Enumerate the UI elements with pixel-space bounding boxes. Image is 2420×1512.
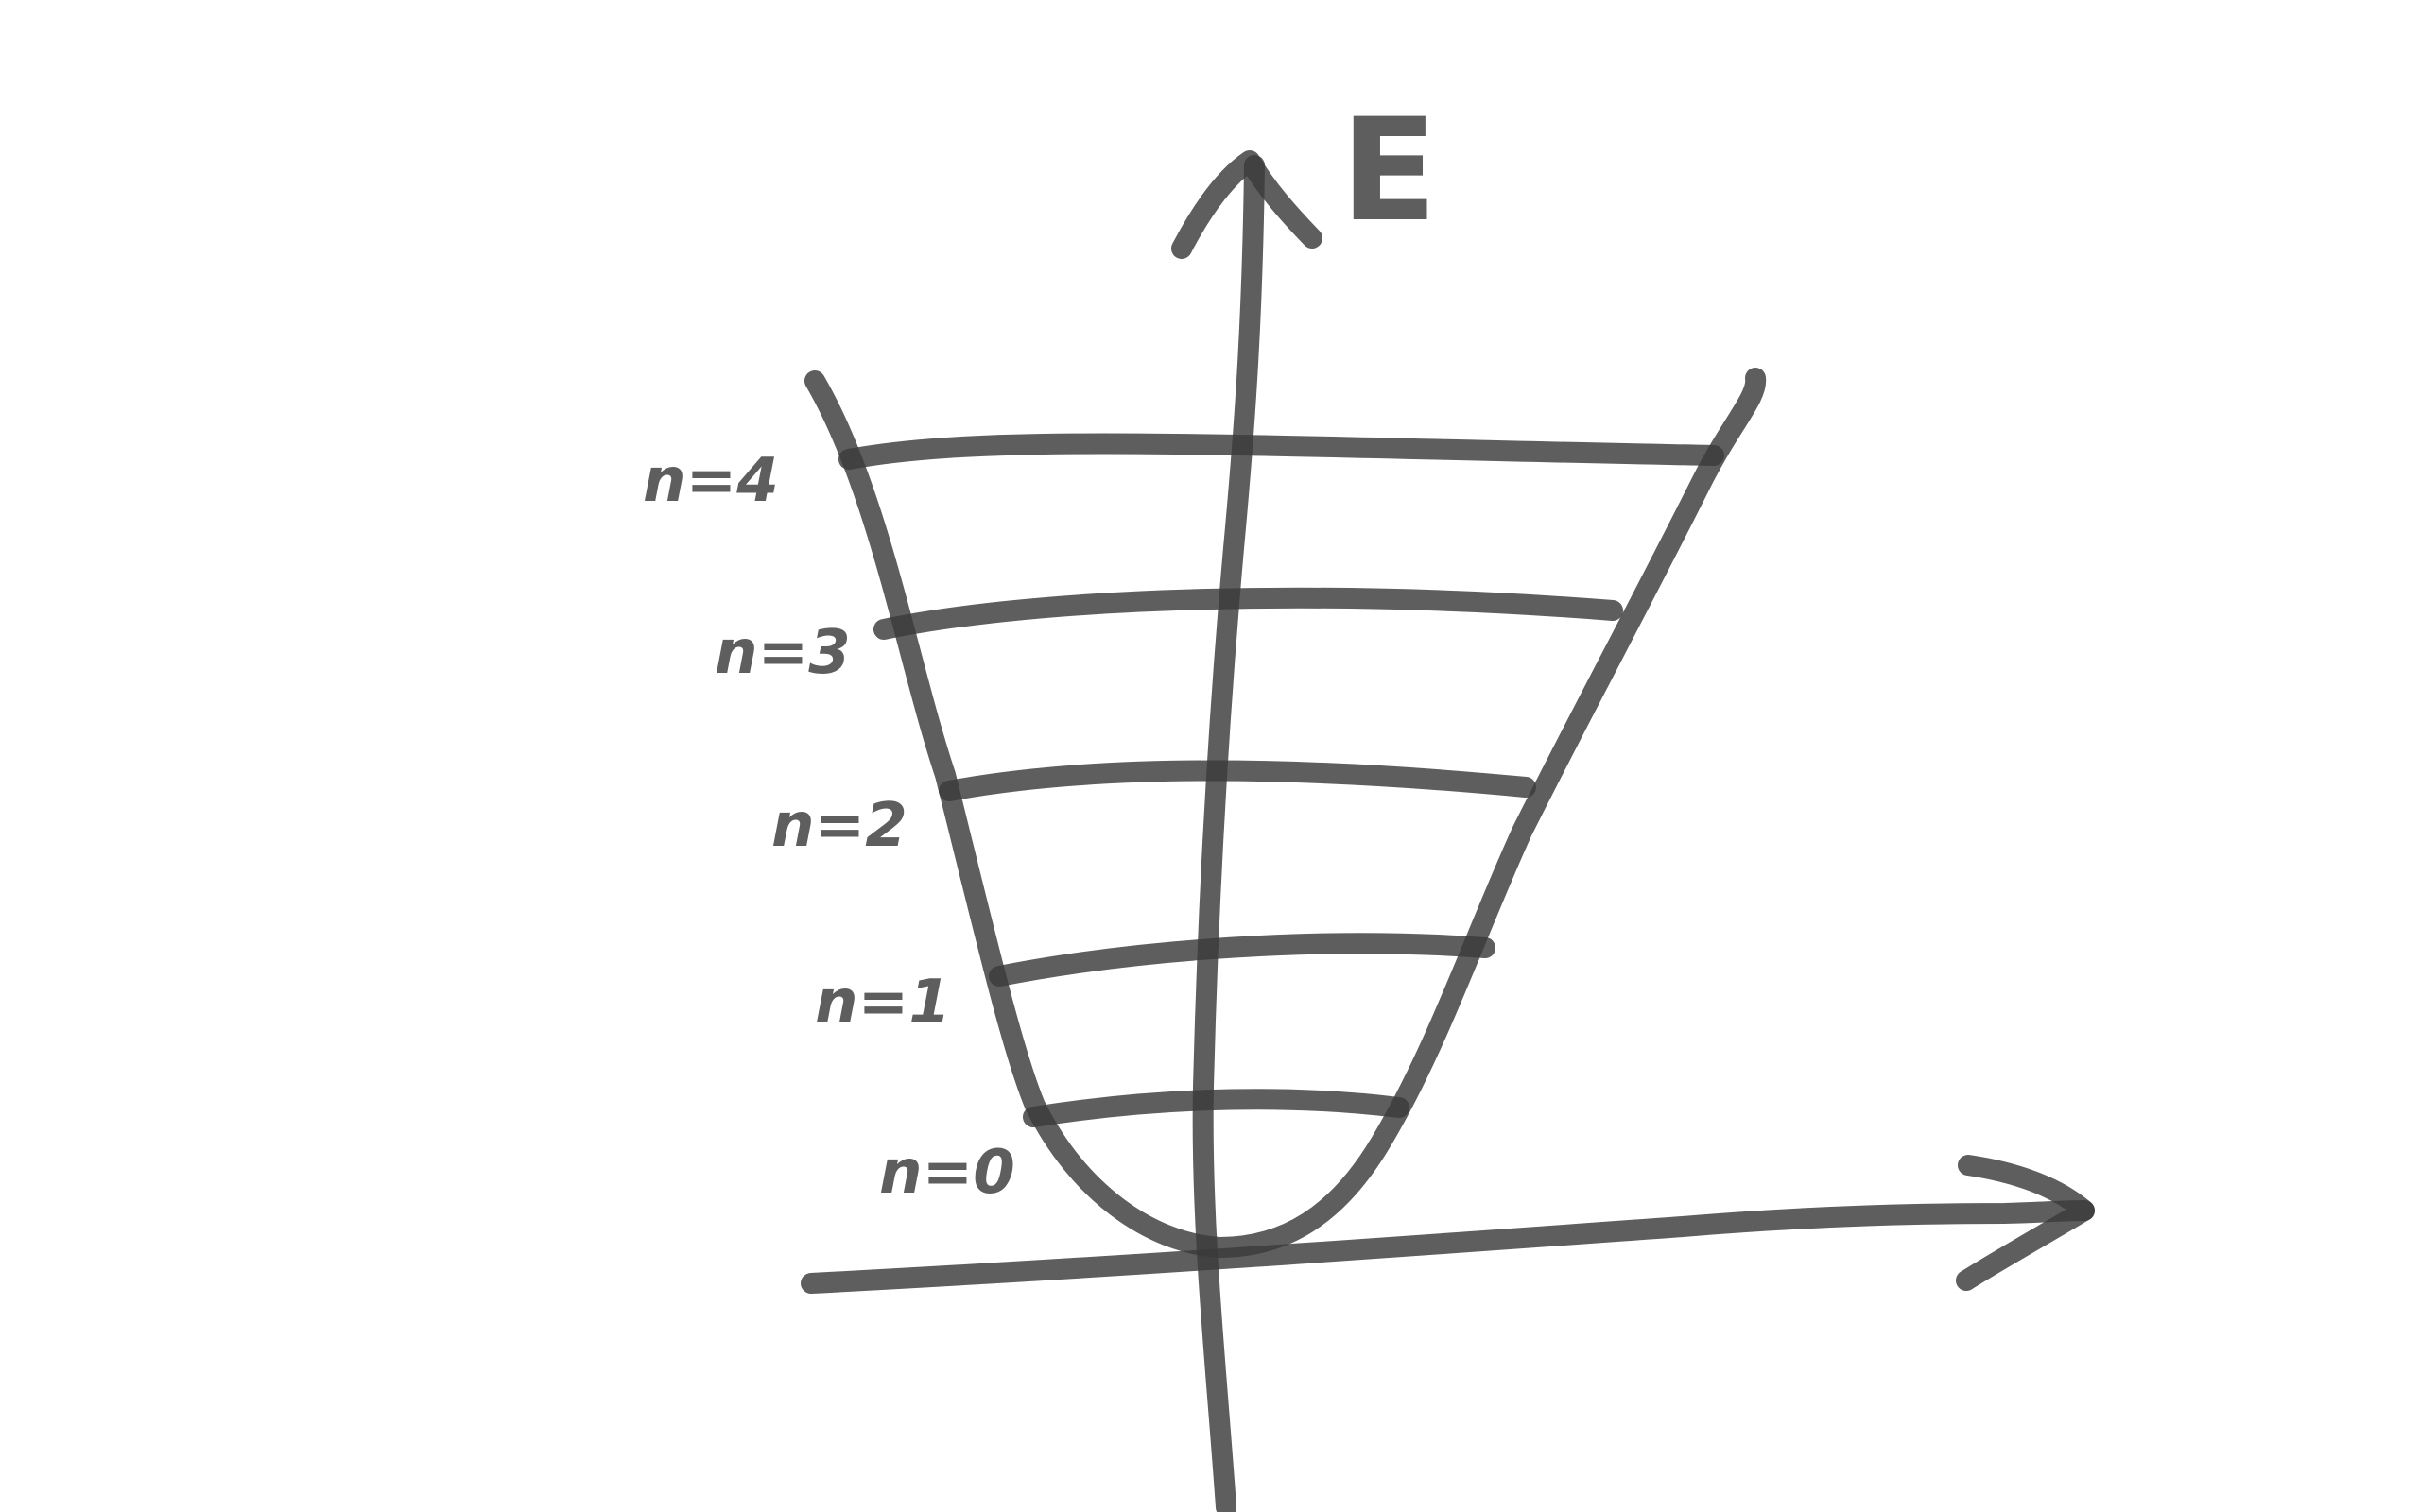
energy-level-3 (873, 587, 1623, 640)
level-label-n2: n=2 (771, 791, 908, 861)
level-label-n3: n=3 (715, 618, 851, 688)
energy-level-2 (939, 760, 1536, 801)
energy-axis-label: E (1340, 89, 1437, 253)
level-label-n4: n=4 (643, 446, 779, 516)
level-label-n0: n=0 (879, 1138, 1015, 1208)
energy-level-1 (989, 933, 1495, 987)
energy-level-4 (838, 433, 1724, 470)
level-label-n1: n=1 (815, 968, 951, 1038)
ink-layer (801, 150, 2095, 1512)
energy-level-0 (1023, 1089, 1409, 1127)
potential-well-curve (804, 368, 1767, 1258)
horizontal-axis (801, 1200, 2095, 1294)
energy-axis-arrowhead (1171, 150, 1322, 259)
energy-axis (1192, 155, 1265, 1512)
horizontal-axis-arrowhead (1956, 1155, 2095, 1291)
